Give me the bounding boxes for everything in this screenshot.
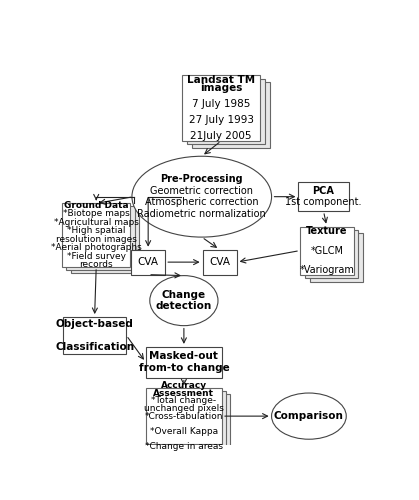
Text: PCA: PCA [313,186,334,196]
Bar [150,391,226,447]
Text: *Overall Kappa: *Overall Kappa [150,427,218,436]
Text: *Change in areas: *Change in areas [145,442,223,452]
Text: Texture: Texture [306,226,347,236]
Text: *Aerial photographs: *Aerial photographs [51,244,142,252]
Text: Masked-out: Masked-out [150,352,218,362]
Text: 21July 2005: 21July 2005 [191,132,252,141]
Bar [66,206,134,270]
Bar [202,250,237,274]
Bar [63,317,126,354]
Text: Pre-Processing: Pre-Processing [160,174,243,184]
Text: Landsat TM: Landsat TM [187,75,255,85]
Text: Ground Data: Ground Data [64,201,129,210]
Bar [310,234,363,281]
Bar [187,79,265,144]
Text: unchanged pixels: unchanged pixels [144,404,224,413]
Text: images: images [200,83,243,93]
Bar [70,210,139,273]
Text: resolution images: resolution images [56,235,137,244]
Text: 27 July 1993: 27 July 1993 [189,116,254,126]
Text: Atmospheric correction: Atmospheric correction [145,198,259,207]
Bar [300,226,354,274]
Text: Classification: Classification [55,342,134,352]
Bar [298,182,349,211]
Text: *Cross-tabulation: *Cross-tabulation [145,412,223,420]
Text: Radiometric normalization: Radiometric normalization [137,209,266,219]
Text: *High spatial: *High spatial [67,226,125,235]
Bar [192,82,270,148]
Text: CVA: CVA [209,257,230,267]
Text: Comparison: Comparison [274,411,344,421]
Ellipse shape [272,393,346,439]
Bar [154,394,230,450]
Text: CVA: CVA [138,257,159,267]
Bar [182,76,260,141]
Bar [305,230,358,278]
Text: *Agricultural maps: *Agricultural maps [54,218,139,227]
Ellipse shape [150,276,218,326]
Text: Change: Change [162,290,206,300]
Text: *Field survey: *Field survey [67,252,126,261]
Bar [146,388,222,444]
Text: Object-based: Object-based [56,318,134,328]
Ellipse shape [132,156,272,237]
Bar [131,250,165,274]
Text: *Total change-: *Total change- [151,396,217,405]
Text: records: records [79,260,113,270]
Text: Assessment: Assessment [153,388,215,398]
Text: *GLCM: *GLCM [310,246,343,256]
Text: from-to change: from-to change [139,363,229,373]
Text: 7 July 1985: 7 July 1985 [192,99,251,109]
Text: 1st component.: 1st component. [285,198,362,207]
Bar [146,347,222,378]
Text: Geometric correction: Geometric correction [150,186,253,196]
Text: Accuracy: Accuracy [161,381,207,390]
Text: detection: detection [156,302,212,312]
Text: *Variogram: *Variogram [299,265,354,275]
Text: *Biotope maps: *Biotope maps [63,210,129,218]
Bar [62,204,130,267]
